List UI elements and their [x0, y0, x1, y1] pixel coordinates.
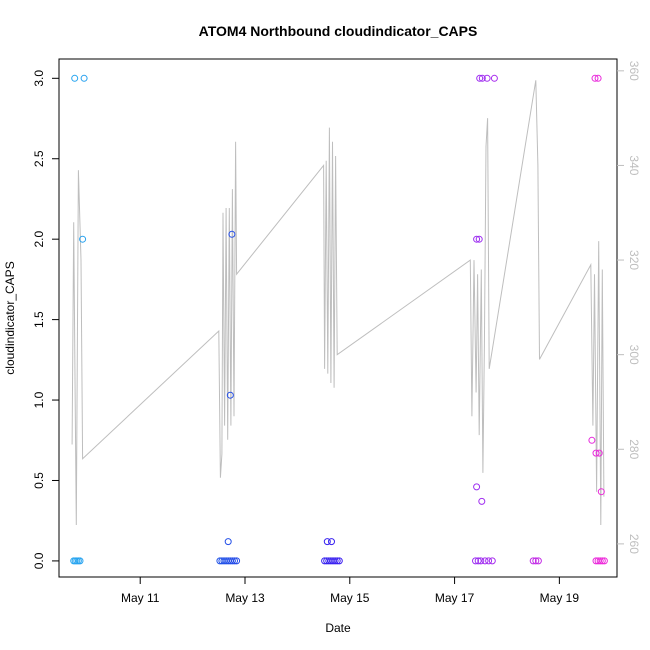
data-point	[592, 449, 600, 457]
data-point	[323, 538, 331, 546]
y2-tick-label: 280	[627, 439, 641, 459]
y-tick-label: 3.0	[32, 70, 46, 87]
data-point	[79, 235, 87, 243]
y-tick-label: 1.5	[32, 311, 46, 328]
data-point	[333, 557, 341, 565]
data-point	[76, 557, 84, 565]
data-point	[529, 557, 537, 565]
y-tick-label: 0.5	[32, 472, 46, 489]
data-point	[532, 557, 540, 565]
y-tick-label: 0.0	[32, 552, 46, 569]
data-point	[591, 74, 599, 82]
data-point	[226, 391, 234, 399]
data-point	[224, 538, 232, 546]
points-layer	[70, 74, 608, 565]
y-tick-label: 1.0	[32, 391, 46, 408]
data-point	[597, 488, 605, 496]
y2-axis: 260 280 300 320 340 360	[617, 61, 641, 554]
x-tick-label: May 17	[435, 591, 475, 605]
data-point	[478, 497, 486, 505]
data-point	[474, 557, 482, 565]
y2-tick-label: 260	[627, 534, 641, 554]
plot-frame	[58, 58, 618, 578]
data-point	[488, 557, 496, 565]
data-point	[71, 74, 79, 82]
x-tick-label: May 13	[225, 591, 265, 605]
line-layer	[71, 80, 605, 526]
y2-tick-label: 360	[627, 61, 641, 81]
data-point	[478, 74, 486, 82]
x-axis: May 11 May 13 May 15 May 17 May 19	[121, 577, 579, 605]
y-axis-label: cloudindicator_CAPS	[3, 261, 17, 374]
y2-tick-label: 340	[627, 155, 641, 175]
data-point	[331, 557, 339, 565]
data-point	[228, 557, 236, 565]
y2-tick-label: 300	[627, 345, 641, 365]
data-point	[598, 557, 606, 565]
y-tick-label: 2.0	[32, 231, 46, 248]
data-point	[80, 74, 88, 82]
data-point	[228, 230, 236, 238]
data-point	[481, 557, 489, 565]
data-point	[473, 235, 481, 243]
data-point	[477, 557, 485, 565]
chart-title: ATOM4 Northbound cloudindicator_CAPS	[199, 23, 478, 39]
data-point	[588, 436, 596, 444]
data-point	[476, 74, 484, 82]
data-point	[600, 557, 608, 565]
x-tick-label: May 15	[330, 591, 370, 605]
y2-tick-label: 320	[627, 250, 641, 270]
data-point	[335, 557, 343, 565]
data-point	[231, 557, 238, 565]
data-point	[475, 235, 483, 243]
data-point	[490, 74, 498, 82]
data-point	[233, 557, 241, 565]
data-point	[595, 449, 603, 457]
data-point	[473, 483, 481, 491]
data-point	[594, 74, 602, 82]
data-point	[596, 557, 604, 565]
x-axis-label: Date	[325, 621, 351, 635]
data-point	[485, 557, 493, 565]
data-point	[472, 557, 479, 565]
data-point	[534, 557, 542, 565]
data-point	[483, 74, 491, 82]
right-axis-line-series	[71, 80, 605, 526]
data-point	[328, 538, 335, 546]
x-tick-label: May 11	[121, 591, 160, 605]
y-axis: 0.0 0.5 1.0 1.5 2.0 2.5 3.0	[32, 70, 59, 569]
y-tick-label: 2.5	[32, 150, 46, 167]
x-tick-label: May 19	[540, 591, 580, 605]
